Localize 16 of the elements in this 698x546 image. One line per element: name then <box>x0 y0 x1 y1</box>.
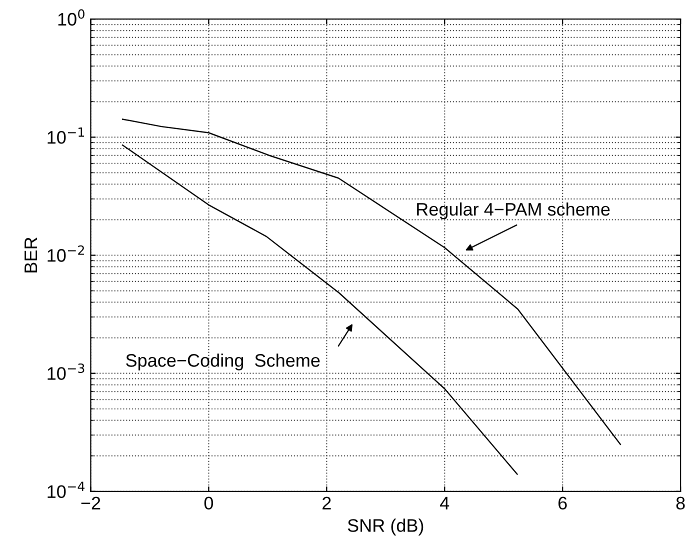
y-tick-label: 10$^{−1}$ <box>48 127 84 144</box>
x-tick-label: 2 <box>322 496 331 510</box>
annotation: Space−Coding Scheme <box>126 354 320 370</box>
line-series <box>122 118 622 446</box>
x-tick-label: 8 <box>676 496 685 510</box>
x-tick-label: 4 <box>440 496 450 510</box>
x-tick-label: 6 <box>558 496 567 510</box>
x-tick-label: −2 <box>81 496 100 510</box>
y-tick-label: 10$^{0}$ <box>58 9 84 26</box>
x-axis-title: SNR (dB) <box>348 518 424 536</box>
y-tick-label: 10$^{−3}$ <box>48 363 84 380</box>
y-tick-label: 10$^{−4}$ <box>48 482 85 498</box>
y-tick-label: 10$^{−2}$ <box>48 245 84 262</box>
x-tick-label: 0 <box>204 496 214 510</box>
y-axis-title: BER <box>24 238 38 272</box>
annotation: Regular 4−PAM scheme <box>417 202 610 220</box>
